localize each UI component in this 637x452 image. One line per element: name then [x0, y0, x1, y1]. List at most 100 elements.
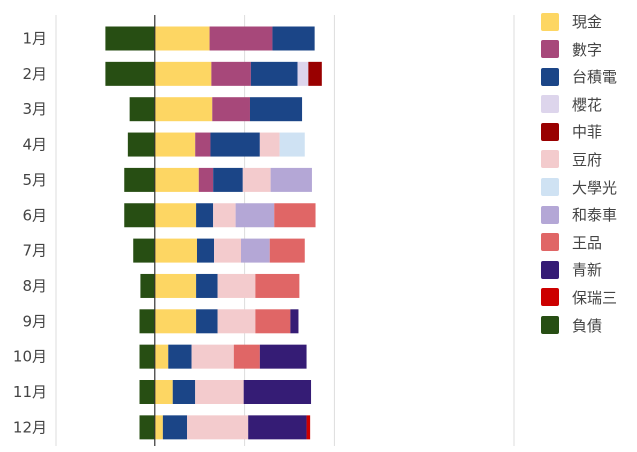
category-tick-label: 1月: [22, 30, 47, 48]
bar-segment: [217, 309, 256, 334]
legend-swatch: [541, 12, 559, 31]
legend-item: 豆府: [541, 148, 637, 171]
legend-swatch: [541, 205, 559, 224]
bar-segment: [249, 97, 303, 122]
legend-swatch: [541, 260, 559, 279]
legend-label: 青新: [572, 261, 603, 280]
bar-segment: [105, 26, 155, 51]
bar-segment: [154, 203, 197, 228]
bar-segment: [154, 238, 197, 263]
bar-segment: [308, 61, 322, 86]
bar-segment: [248, 415, 307, 440]
category-tick-label: 4月: [22, 136, 47, 154]
bar-segment: [196, 273, 218, 298]
bar-segment: [172, 380, 196, 404]
category-tick-label: 8月: [22, 277, 47, 295]
bar-segment: [191, 344, 234, 369]
bar-segment: [154, 26, 210, 51]
bar-segment: [274, 203, 316, 228]
bar-segment: [140, 273, 155, 298]
bar-segment: [196, 309, 218, 334]
legend-swatch: [541, 288, 559, 307]
bar-segment: [154, 167, 199, 192]
bar-segment: [129, 97, 155, 122]
legend-swatch: [541, 95, 559, 114]
bar-segment: [209, 26, 273, 51]
category-tick-label: 7月: [22, 242, 47, 260]
bar-segment: [154, 380, 173, 404]
legend-item: 和泰車: [541, 203, 637, 226]
bar-segment: [259, 344, 307, 369]
bar-segment: [195, 380, 244, 404]
bar-segment: [210, 132, 260, 157]
legend-item: 台積電: [541, 65, 637, 88]
legend-label: 數字: [572, 40, 603, 59]
bar-segment: [154, 97, 213, 122]
legend-item: 櫻花: [541, 93, 637, 116]
bar-segment: [242, 167, 271, 192]
bar-segment: [154, 61, 212, 86]
bar-segment: [168, 344, 192, 369]
legend-label: 負債: [572, 316, 603, 335]
category-tick-label: 6月: [22, 206, 47, 224]
category-tick-label: 9月: [22, 312, 47, 330]
bar-segment: [124, 203, 155, 228]
legend-item: 青新: [541, 258, 637, 281]
bar-segment: [272, 26, 315, 51]
legend-swatch: [541, 40, 559, 59]
bar-segment: [297, 61, 309, 86]
bar-segment: [290, 309, 299, 334]
category-tick-label: 12月: [13, 418, 47, 436]
legend-item: 負債: [541, 314, 637, 337]
bar-segment: [196, 238, 215, 263]
bar-segment: [255, 273, 300, 298]
bar-marks: [105, 26, 322, 440]
bar-segment: [306, 415, 311, 440]
bar-segment: [162, 415, 188, 440]
bar-segment: [187, 415, 249, 440]
bar-segment: [133, 238, 155, 263]
chart-legend: 現金數字台積電櫻花中菲豆府大學光和泰車王品青新保瑞三負債: [541, 10, 637, 341]
bar-segment: [195, 132, 211, 157]
legend-label: 現金: [572, 13, 603, 31]
bar-segment: [105, 61, 155, 86]
category-tick-label: 11月: [13, 383, 47, 401]
legend-label: 台積電: [572, 68, 618, 87]
gridlines: [55, 15, 515, 446]
bar-segment: [154, 344, 169, 369]
category-tick-label: 2月: [22, 65, 47, 83]
bar-segment: [154, 415, 163, 440]
legend-label: 和泰車: [572, 206, 618, 225]
bar-segment: [124, 167, 155, 192]
bar-segment: [214, 238, 241, 263]
category-tick-labels: 1月 2月 3月 4月 5月 6月 7月 8月 9月 10月 11月 12月: [13, 30, 47, 437]
bar-segment: [127, 132, 155, 157]
bar-segment: [211, 61, 251, 86]
legend-swatch: [541, 233, 559, 252]
bar-segment: [154, 273, 197, 298]
bar-segment: [213, 167, 243, 192]
bar-segment: [235, 203, 275, 228]
legend-label: 王品: [572, 233, 603, 252]
bar-segment: [139, 309, 155, 334]
legend-swatch: [541, 316, 559, 335]
bar-segment: [154, 309, 197, 334]
bar-segment: [139, 344, 155, 369]
category-tick-label: 5月: [22, 171, 47, 189]
legend-label: 大學光: [572, 178, 618, 197]
bar-segment: [259, 132, 280, 157]
legend-item: 數字: [541, 38, 637, 61]
legend-item: 保瑞三: [541, 286, 637, 309]
category-tick-label: 3月: [22, 100, 47, 118]
legend-item: 中菲: [541, 120, 637, 143]
bar-segment: [196, 203, 214, 228]
bar-segment: [139, 415, 155, 440]
bar-segment: [269, 238, 305, 263]
legend-label: 豆府: [572, 150, 603, 169]
legend-item: 現金: [541, 10, 637, 33]
legend-item: 大學光: [541, 176, 637, 199]
bar-segment: [139, 380, 155, 404]
legend-label: 中菲: [572, 123, 603, 142]
legend-swatch: [541, 150, 559, 169]
